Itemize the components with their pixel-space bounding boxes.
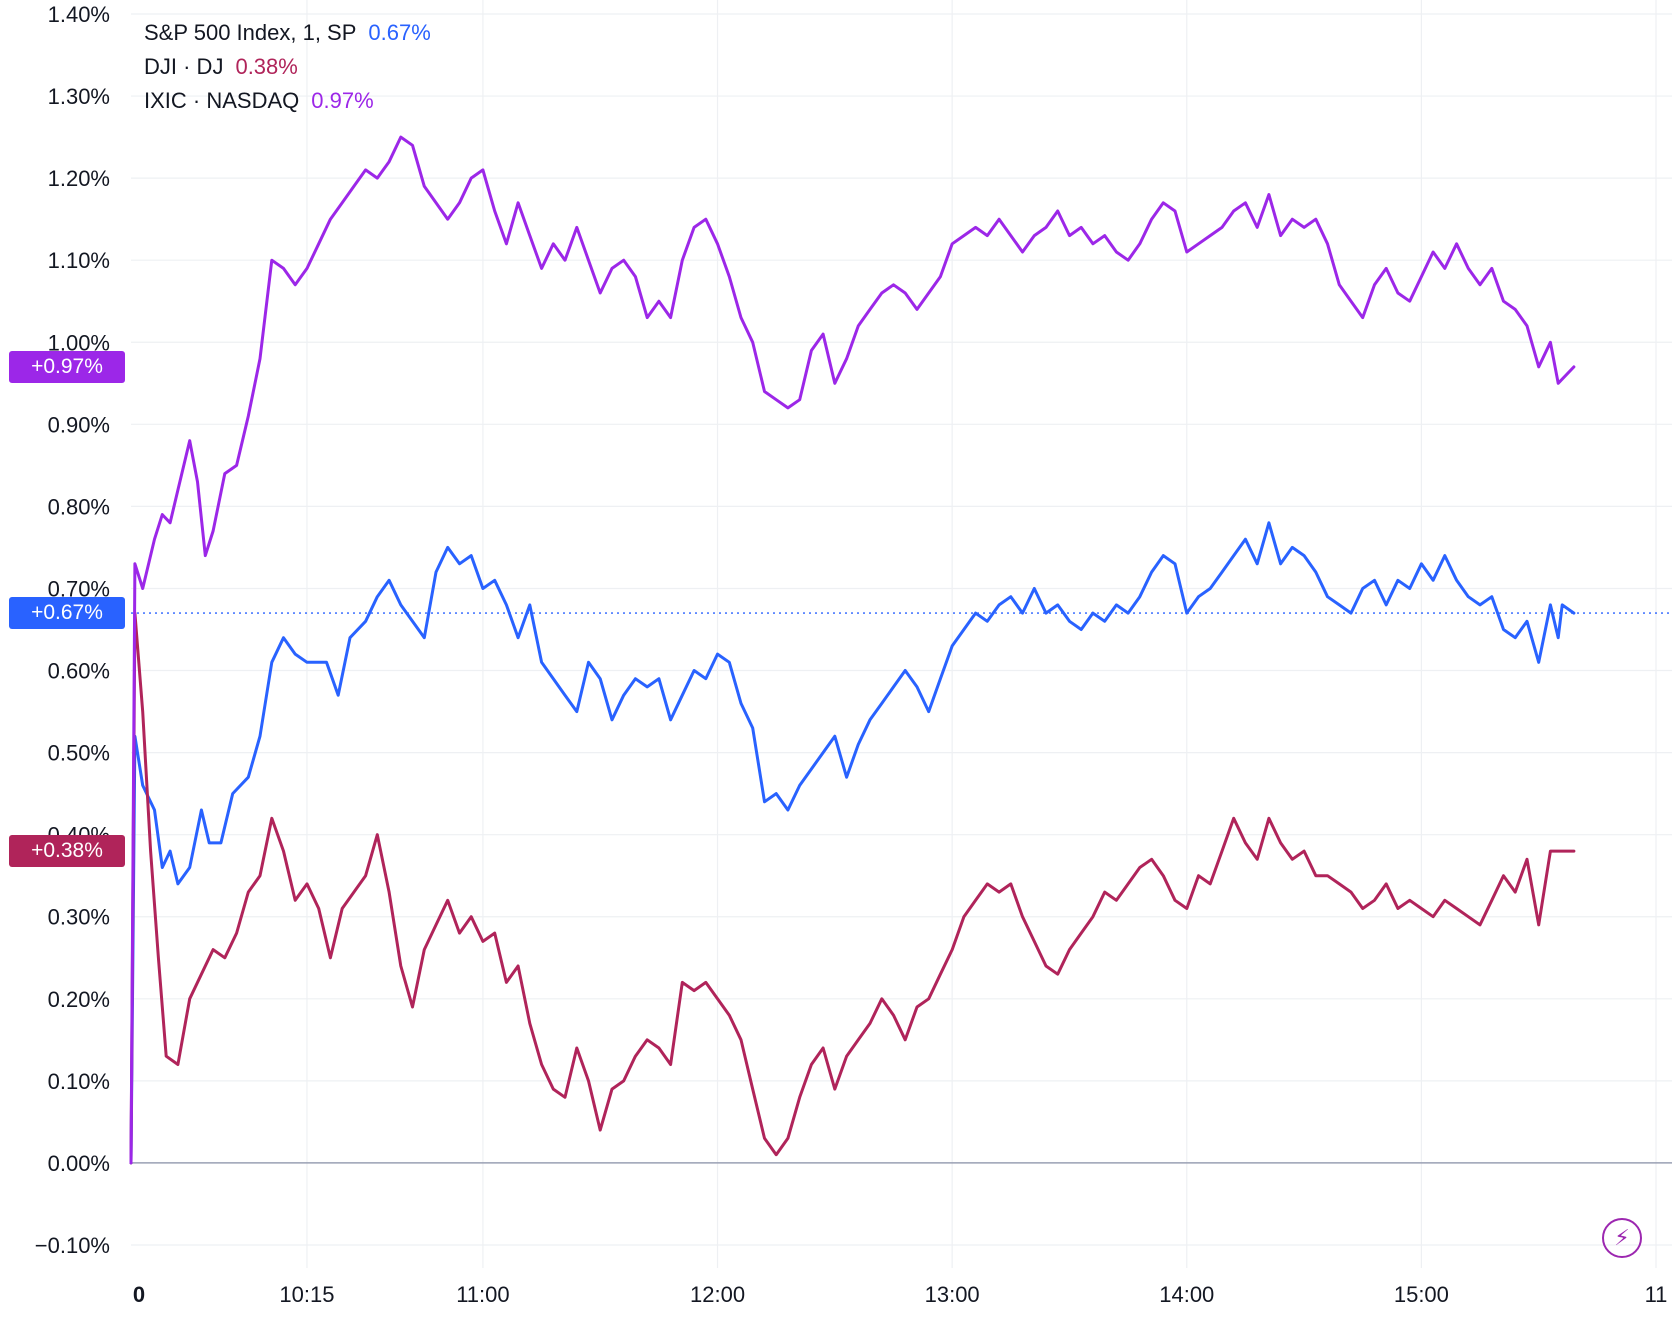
series-line-ixic[interactable]: [129, 135, 1576, 1165]
series-line-spx[interactable]: [129, 521, 1576, 1165]
legend-item-spx[interactable]: S&P 500 Index, 1, SP 0.67%: [144, 16, 431, 50]
y-tick-label: −0.10%: [35, 1233, 110, 1258]
x-axis-tick-labels: 0 10:15 11:00 12:00 13:00 14:00 15:00 11: [133, 1282, 1668, 1307]
x-tick-label: 14:00: [1159, 1282, 1214, 1307]
grid-lines: [131, 0, 1672, 1268]
y-tick-label: 0.50%: [48, 741, 110, 766]
y-tick-label: 0.20%: [48, 987, 110, 1012]
legend-series-value: 0.97%: [311, 88, 374, 113]
y-axis-tick-labels: 1.40%1.30%1.20%1.10%1.00%0.90%0.80%0.70%…: [35, 2, 110, 1258]
legend-series-value: 0.67%: [368, 20, 431, 45]
price-tag-spx: +0.67%: [9, 597, 125, 629]
x-tick-label: 13:00: [925, 1282, 980, 1307]
legend-series-name: DJI · DJ: [144, 54, 224, 79]
price-tag-ixic: +0.97%: [9, 351, 125, 383]
legend: S&P 500 Index, 1, SP 0.67% DJI · DJ 0.38% …: [144, 16, 431, 118]
x-tick-label: 11: [1645, 1282, 1668, 1307]
y-tick-label: 1.10%: [48, 248, 110, 273]
y-tick-label: 0.90%: [48, 412, 110, 437]
y-tick-label: 0.00%: [48, 1151, 110, 1176]
x-tick-label: 0: [133, 1282, 145, 1307]
y-tick-label: 0.10%: [48, 1069, 110, 1094]
reference-lines: [131, 612, 1672, 1164]
lightning-bolt-icon[interactable]: ⚡: [1602, 1218, 1642, 1258]
legend-item-dji[interactable]: DJI · DJ 0.38%: [144, 50, 431, 84]
y-tick-label: 1.40%: [48, 2, 110, 27]
legend-series-name: IXIC · NASDAQ: [144, 88, 300, 113]
x-tick-label: 15:00: [1394, 1282, 1449, 1307]
y-tick-label: 1.30%: [48, 84, 110, 109]
y-tick-label: 0.30%: [48, 905, 110, 930]
x-tick-label: 10:15: [279, 1282, 334, 1307]
series-lines: [129, 135, 1576, 1165]
legend-series-value: 0.38%: [235, 54, 298, 79]
y-tick-label: 0.80%: [48, 494, 110, 519]
price-tag-dji: +0.38%: [9, 835, 125, 867]
legend-series-name: S&P 500 Index, 1, SP: [144, 20, 357, 45]
x-tick-label: 11:00: [456, 1282, 509, 1307]
legend-item-ixic[interactable]: IXIC · NASDAQ 0.97%: [144, 84, 431, 118]
y-tick-label: 1.20%: [48, 166, 110, 191]
series-line-dji[interactable]: [129, 611, 1576, 1165]
y-tick-label: 0.60%: [48, 659, 110, 684]
x-tick-label: 12:00: [690, 1282, 745, 1307]
